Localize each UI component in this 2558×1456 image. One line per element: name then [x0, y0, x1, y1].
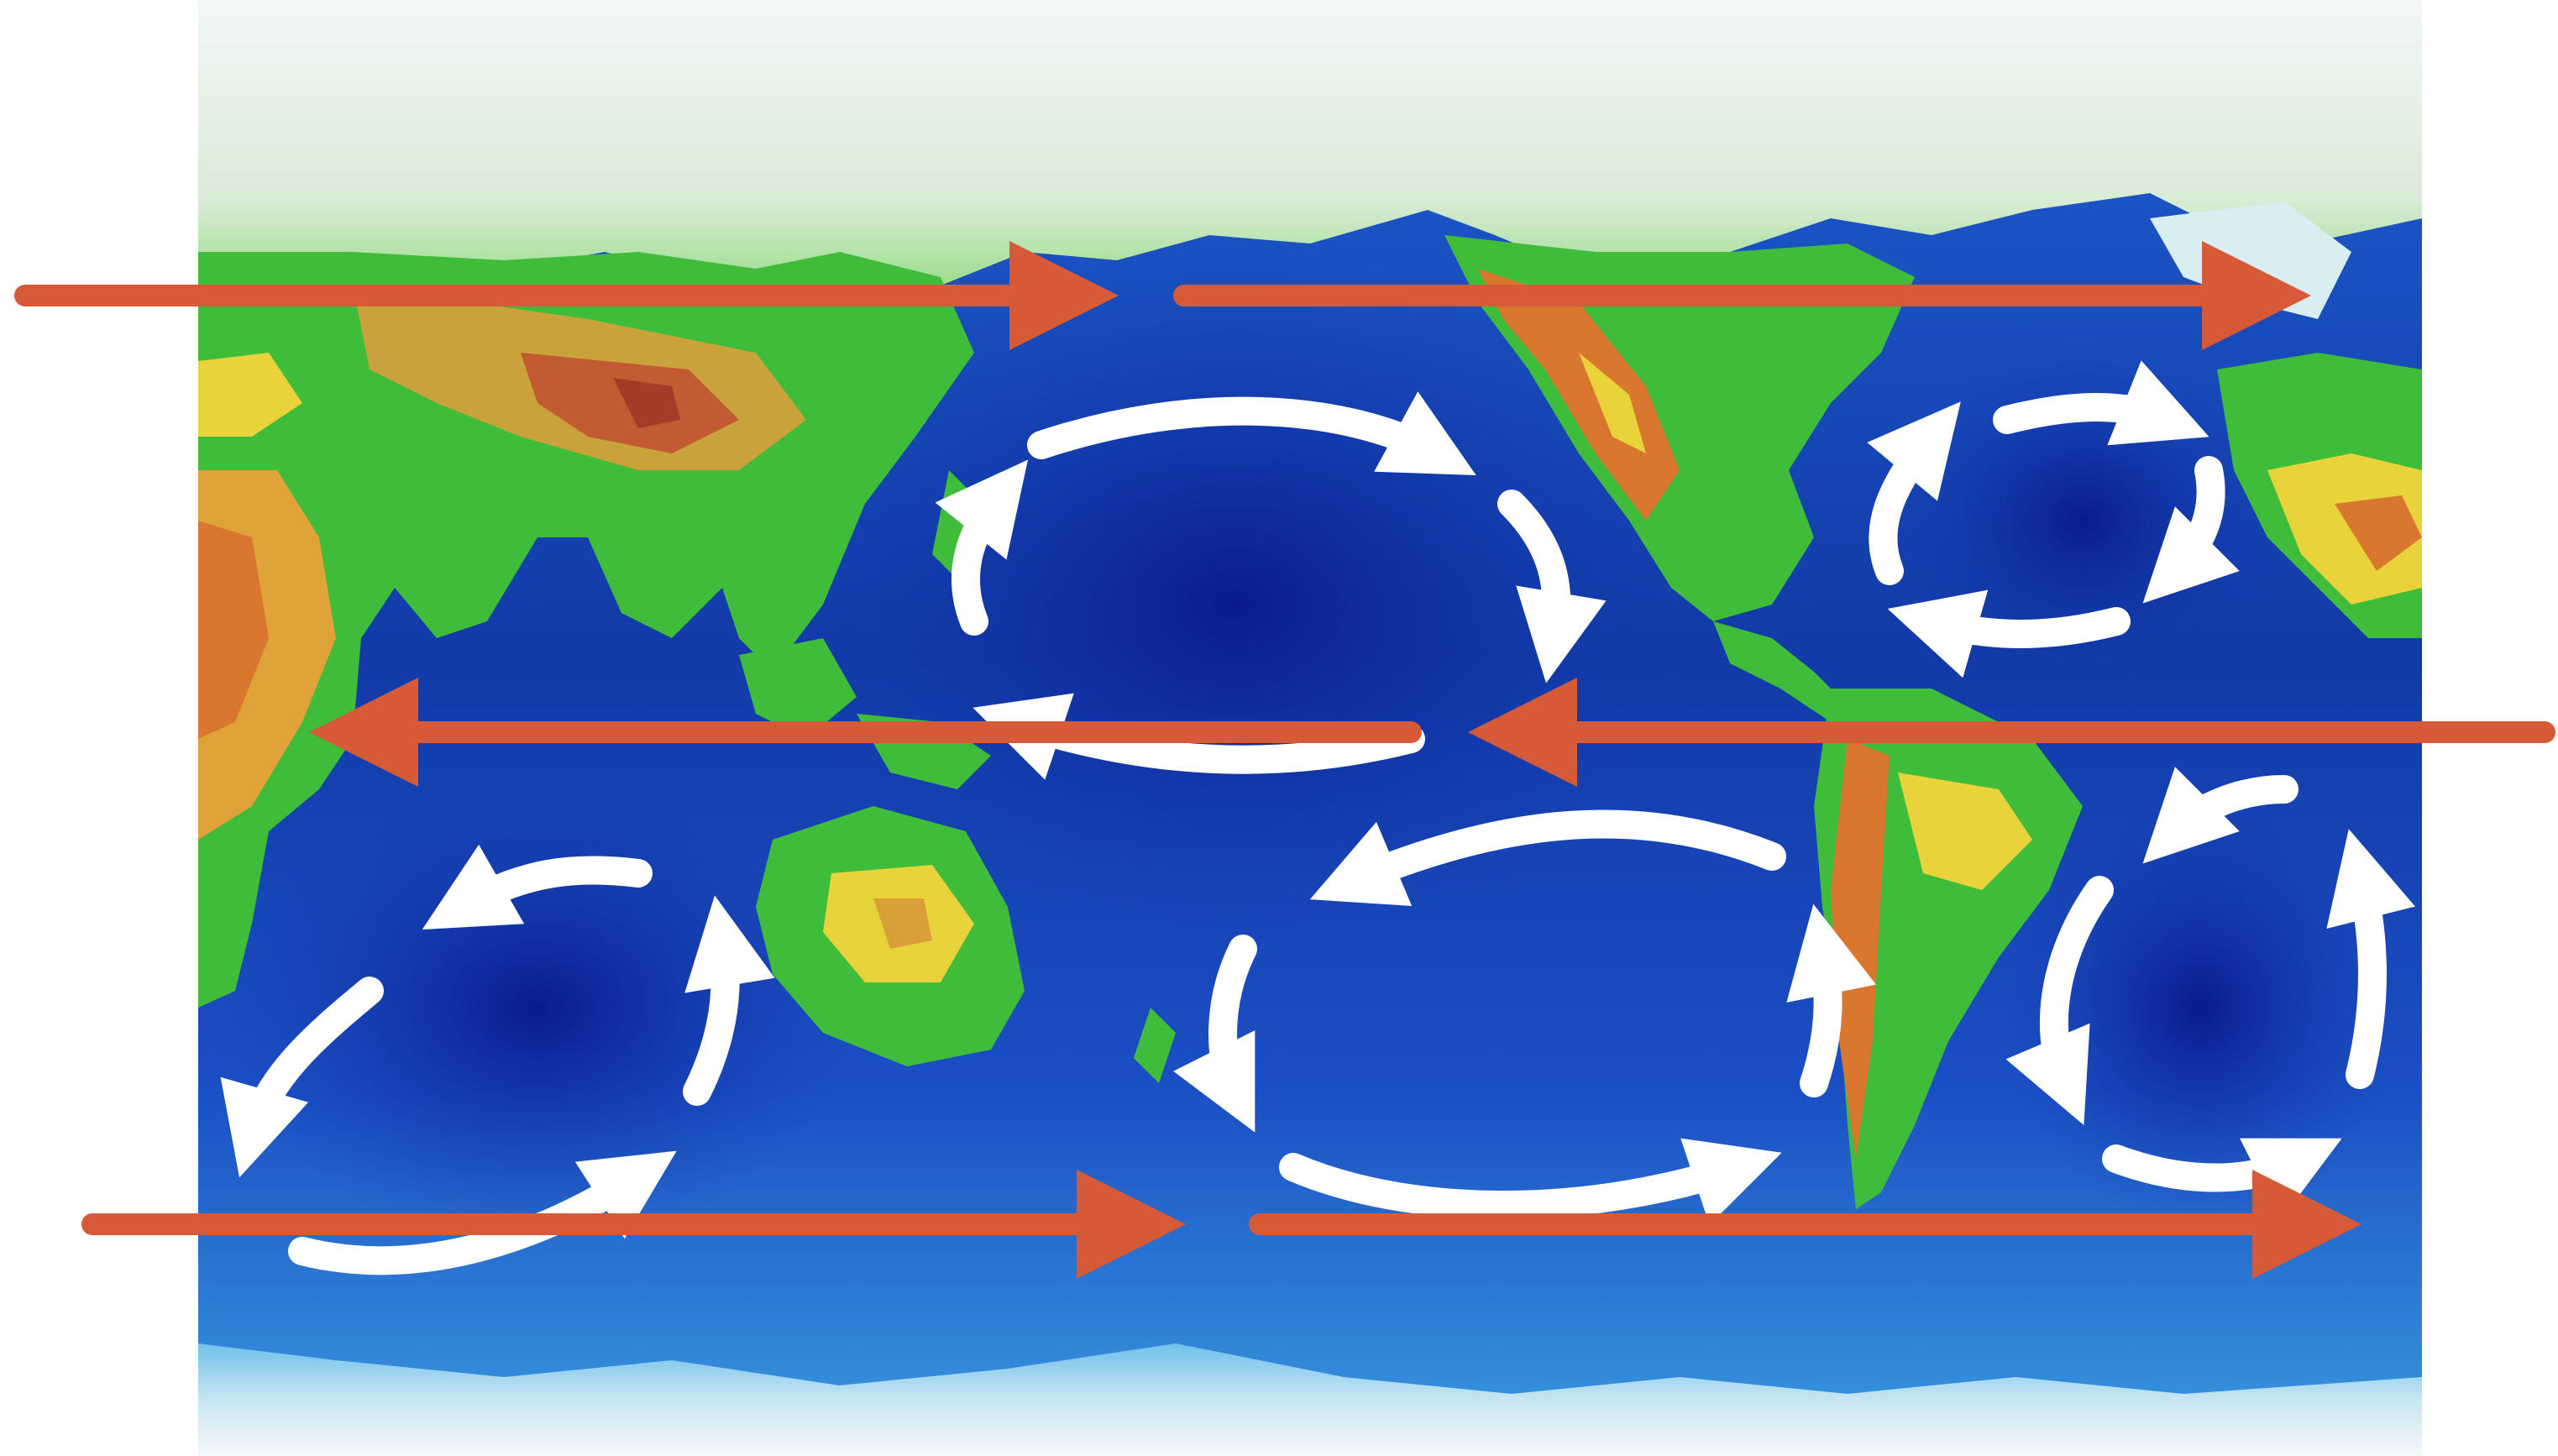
current-arrow — [1173, 935, 1257, 1133]
north-atlantic-gyre-arrows — [1867, 360, 2240, 678]
land-new-zealand — [1134, 1008, 1176, 1083]
land-central-america — [1713, 621, 1848, 722]
indian-ocean-gyre-arrows — [220, 844, 775, 1275]
land-north — [198, 0, 2422, 285]
land-europe-greenland — [2150, 202, 2422, 638]
current-arrow — [1309, 809, 1786, 907]
current-arrow — [2142, 456, 2240, 604]
current-arrow — [2005, 876, 2114, 1126]
land-australia — [756, 806, 1025, 1066]
current-arrow — [220, 977, 384, 1178]
south-pacific-gyre-arrows — [1173, 809, 1877, 1225]
current-arrow — [1867, 401, 1961, 585]
current-arrow — [2102, 1138, 2342, 1220]
south-atlantic-gyre-arrows — [2005, 767, 2415, 1220]
current-arrow — [288, 1150, 677, 1275]
land-antarctica — [198, 1343, 2422, 1456]
current-arrow — [1887, 589, 2131, 678]
current-arrow — [422, 844, 653, 930]
current-arrow — [1993, 360, 2209, 446]
current-arrow — [2142, 767, 2299, 864]
current-arrow — [1027, 391, 1476, 476]
current-arrow — [683, 895, 775, 1106]
wind-band-arrows — [14, 241, 2555, 1279]
current-arrow — [935, 459, 1028, 636]
land-north-america — [1444, 235, 1915, 621]
land-eurasia-africa — [198, 252, 974, 1008]
current-arrow — [1279, 1138, 1782, 1225]
current-arrow — [2326, 829, 2415, 1089]
current-arrow — [1497, 490, 1607, 683]
current-arrow — [1786, 903, 1877, 1097]
